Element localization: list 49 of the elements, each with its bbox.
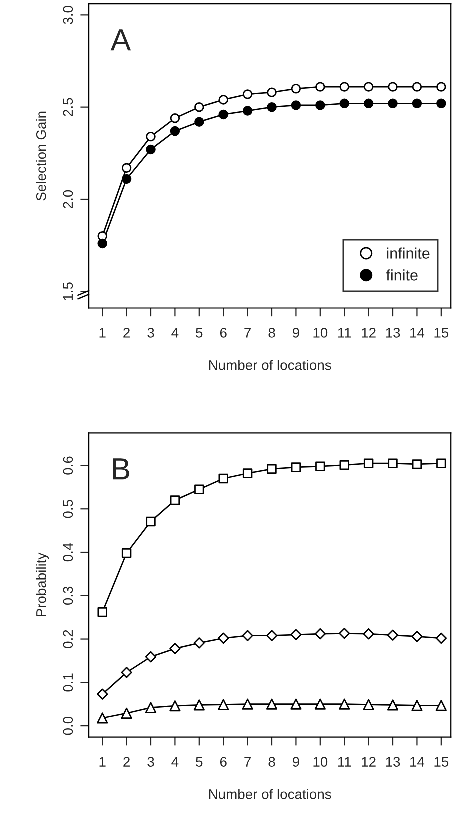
x-tick-label: 3 <box>148 328 154 338</box>
x-tick-label: 6 <box>220 757 227 767</box>
x-tick-label: 2 <box>124 757 130 767</box>
y-tick-label: 1.5 <box>63 282 74 300</box>
legend-label: infinite <box>387 248 430 259</box>
x-tick-label: 15 <box>434 757 449 767</box>
x-tick-label: 12 <box>362 328 376 338</box>
x-tick-label: 8 <box>268 757 276 767</box>
x-tick-label: 2 <box>124 328 130 338</box>
x-tick-label: 8 <box>268 328 276 338</box>
x-tick-label: 9 <box>292 757 300 767</box>
x-tick-label: 1 <box>100 757 106 767</box>
y-axis-title: Probability <box>36 552 50 617</box>
x-tick-label: 14 <box>410 328 425 338</box>
x-tick-label: 14 <box>410 757 425 767</box>
y-tick-label: 0.6 <box>63 456 74 475</box>
x-tick-label: 10 <box>314 757 328 767</box>
x-tick-label: 5 <box>196 757 203 767</box>
x-tick-label: 13 <box>386 757 400 767</box>
x-tick-label: 4 <box>172 757 179 767</box>
legend-label: finite <box>386 270 418 281</box>
x-tick-label: 11 <box>338 757 352 767</box>
x-tick-label: 3 <box>148 757 154 767</box>
x-tick-label: 7 <box>244 328 251 338</box>
y-tick-label: 2.5 <box>63 98 74 116</box>
y-tick-label: 0.4 <box>63 543 74 562</box>
y-tick-label: 0.5 <box>63 500 74 518</box>
x-axis-title: Number of locations <box>209 360 332 370</box>
x-axis-title: Number of locations <box>209 789 332 800</box>
x-tick-label: 6 <box>220 328 227 338</box>
x-tick-label: 7 <box>244 757 251 767</box>
y-tick-label: 0.0 <box>63 716 74 736</box>
y-tick-label: 3.0 <box>63 6 74 24</box>
x-tick-label: 5 <box>196 328 203 338</box>
y-tick-label: 2.0 <box>63 190 74 208</box>
y-axis-title: Selection Gain <box>36 112 46 201</box>
x-tick-label: 4 <box>172 328 179 338</box>
x-tick-label: 11 <box>338 328 352 338</box>
x-tick-label: 9 <box>292 328 300 338</box>
annotation: B <box>113 458 130 480</box>
y-tick-label: 0.3 <box>63 586 74 606</box>
y-tick-label: 0.1 <box>63 674 74 692</box>
y-tick-label: 0.2 <box>63 630 74 648</box>
x-tick-label: 12 <box>362 757 376 767</box>
x-tick-label: 10 <box>314 328 328 338</box>
annotation: A <box>110 30 132 51</box>
x-tick-label: 1 <box>100 328 106 338</box>
x-tick-label: 13 <box>386 328 400 338</box>
x-tick-label: 15 <box>434 328 449 338</box>
